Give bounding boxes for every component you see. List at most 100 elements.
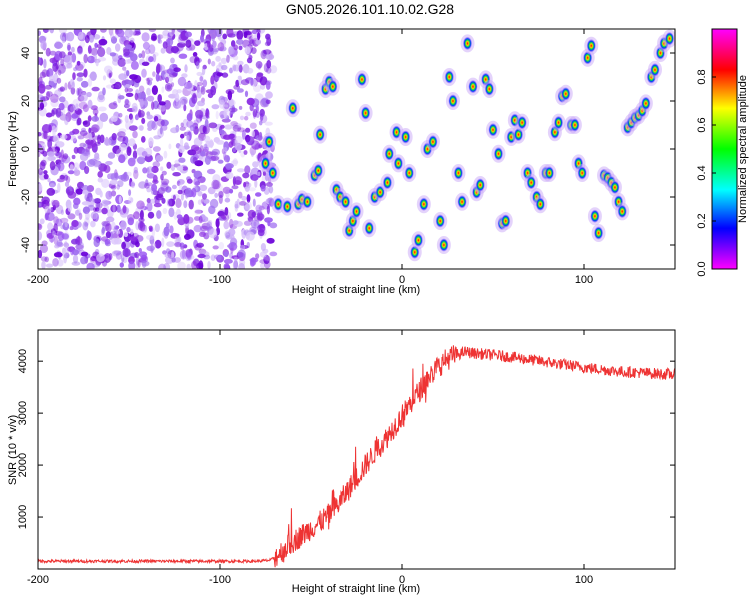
noise-speckle [170,46,179,54]
noise-speckle [82,104,89,113]
noise-speckle [71,238,79,245]
spectral-peak [535,197,545,211]
noise-speckle [110,172,119,181]
noise-speckle [202,193,207,200]
noise-speckle [169,225,174,234]
noise-speckle [207,186,216,195]
noise-speckle [259,259,268,264]
noise-speckle [127,217,134,226]
noise-speckle [224,207,229,216]
spectral-peak [328,80,338,94]
noise-speckle [59,86,65,92]
noise-speckle [197,253,206,259]
noise-speckle [72,72,76,80]
noise-speckle [52,258,59,267]
noise-speckle [128,182,136,187]
noise-speckle [71,81,75,89]
noise-speckle [268,185,274,194]
noise-speckle [166,248,171,254]
noise-speckle [81,149,91,157]
spectral-peak [375,185,385,199]
noise-speckle [87,55,96,64]
noise-speckle [245,127,251,133]
noise-speckle [123,232,129,238]
noise-speckle [177,76,187,87]
noise-speckle [40,256,48,262]
noise-speckle [199,231,206,237]
noise-speckle [263,49,272,55]
noise-speckle [151,33,157,41]
noise-speckle [255,253,260,259]
spectral-peak [268,166,278,180]
noise-speckle [101,207,108,215]
noise-speckle [211,148,220,156]
spectral-peak [302,195,312,209]
noise-speckle [175,98,185,109]
noise-speckle [153,135,162,140]
noise-speckle [118,112,123,118]
noise-speckle [123,48,130,56]
noise-speckle [64,219,68,228]
noise-speckle [55,60,60,70]
noise-speckle [141,61,150,66]
noise-speckle [246,57,253,64]
noise-speckle [77,135,85,140]
noise-speckle [179,96,188,106]
noise-speckle [263,255,271,262]
spectrogram-x-tick-label: 100 [575,274,593,286]
noise-speckle [157,34,161,44]
noise-speckle [241,195,247,201]
noise-speckle [212,180,221,190]
noise-speckle [223,151,227,161]
spectrogram-y-tick-label: 0 [20,146,32,152]
chart-title: GN05.2026.101.10.02.G28 [286,1,454,17]
noise-speckle [222,186,231,194]
noise-speckle [83,68,88,78]
noise-speckle [110,204,118,213]
noise-speckle [132,150,138,160]
noise-speckle [78,212,83,220]
noise-speckle [128,113,133,120]
noise-speckle [257,171,261,177]
noise-speckle [117,175,125,180]
noise-speckle [200,86,206,95]
noise-speckle [88,132,93,141]
noise-speckle [137,110,145,118]
spectral-peak [475,178,485,192]
noise-speckle [88,127,92,134]
noise-speckle [226,29,234,38]
noise-speckle [243,220,252,226]
noise-speckle [265,99,271,105]
noise-speckle [202,79,208,88]
noise-speckle [255,39,262,45]
noise-speckle [80,251,89,257]
noise-speckle [75,103,79,111]
noise-speckle [62,153,69,160]
noise-speckle [151,85,158,96]
noise-speckle [134,251,140,259]
noise-speckle [84,166,90,174]
noise-speckle [206,168,216,175]
noise-speckle [40,96,50,102]
noise-speckle [251,130,255,138]
noise-speckle [94,152,100,160]
noise-speckle [217,159,224,164]
noise-speckle [38,202,42,207]
noise-speckle [259,114,268,124]
noise-speckle [84,222,89,227]
noise-speckle [250,150,254,158]
spectral-peak [352,204,361,218]
snr-y-tick-label: 4000 [17,349,29,373]
noise-speckle [231,160,239,165]
noise-speckle [252,198,256,207]
noise-speckle [47,138,53,149]
noise-speckle [86,262,95,269]
noise-speckle [99,134,105,144]
noise-speckle [180,137,184,147]
noise-speckle [109,52,117,57]
noise-speckle [155,73,160,82]
noise-speckle [124,115,129,124]
noise-speckle [219,99,225,109]
